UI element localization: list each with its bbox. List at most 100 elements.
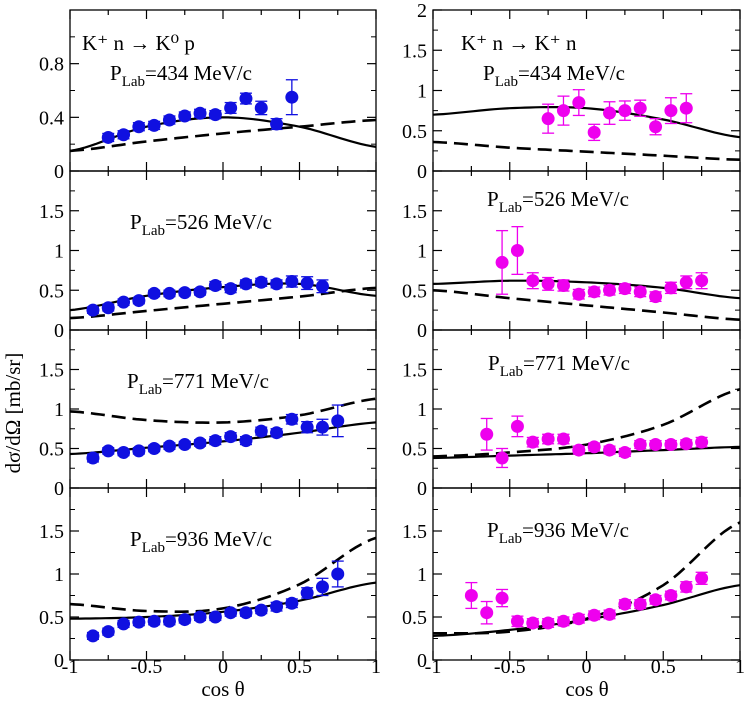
data-point	[300, 420, 314, 434]
y-tick-label: 0	[417, 161, 427, 183]
y-tick-label: 0.5	[402, 607, 427, 629]
data-point	[224, 606, 238, 620]
data-point	[193, 610, 207, 624]
plab-value: =434 MeV/c	[518, 61, 625, 85]
data-point	[480, 427, 494, 441]
solid-curve	[433, 106, 740, 139]
data-point	[510, 419, 524, 433]
data-point	[526, 435, 540, 449]
data-point	[664, 104, 678, 118]
data-point	[178, 613, 192, 627]
data-point	[239, 606, 253, 620]
plab-p: P	[130, 210, 142, 234]
plab-label: PLab=936 MeV/c	[487, 518, 629, 547]
plab-value: =434 MeV/c	[145, 61, 252, 85]
solid-curve	[70, 581, 376, 620]
y-tick-label: 1	[54, 564, 64, 586]
data-point	[495, 255, 509, 269]
y-tick-label: 0	[54, 650, 64, 672]
data-point	[315, 279, 329, 293]
data-point	[132, 120, 146, 134]
data-point	[147, 614, 161, 628]
data-point	[193, 436, 207, 450]
data-point	[331, 567, 345, 581]
dashed-curve	[433, 521, 740, 635]
y-tick-label: 1	[417, 241, 427, 263]
data-point	[147, 442, 161, 455]
data-point	[618, 282, 632, 296]
y-tick-label: 0	[54, 161, 64, 183]
data-point	[649, 593, 663, 607]
data-point	[587, 125, 601, 139]
plab-label: PLab=771 MeV/c	[488, 351, 630, 380]
data-point	[649, 120, 663, 134]
data-point	[572, 612, 586, 626]
plab-p: P	[110, 61, 122, 85]
data-point	[572, 96, 586, 110]
data-point	[495, 591, 509, 605]
data-point	[132, 294, 146, 308]
data-point	[556, 104, 570, 118]
y-tick-label: 1	[417, 564, 427, 586]
plab-p: P	[488, 351, 500, 375]
y-tick-label: 0	[54, 478, 64, 500]
x-tick-label: -0.5	[131, 656, 163, 678]
data-point	[239, 277, 253, 291]
x-axis-label-left: cos θ	[201, 677, 244, 701]
data-point	[556, 432, 570, 446]
plab-label: PLab=434 MeV/c	[110, 61, 252, 90]
y-tick-label: 0	[417, 320, 427, 342]
y-tick-label: 1.5	[39, 521, 64, 543]
data-point	[556, 278, 570, 292]
data-point	[117, 295, 131, 309]
y-tick-label: 1.5	[39, 360, 64, 382]
solid-curve	[433, 279, 740, 300]
data-point	[541, 432, 555, 446]
y-tick-label: 0.5	[402, 280, 427, 302]
y-tick-label: 1.5	[402, 201, 427, 223]
dashed-curve	[433, 388, 740, 458]
data-point	[679, 101, 693, 115]
data-point	[254, 275, 268, 289]
data-point	[541, 616, 555, 630]
y-tick-label: 1.5	[402, 40, 427, 62]
data-point	[86, 303, 100, 317]
data-point	[495, 451, 509, 465]
data-point	[86, 451, 100, 465]
data-point	[101, 130, 115, 144]
plab-label: PLab=936 MeV/c	[130, 527, 272, 556]
reaction-label: K⁺ n → K⁺ n	[461, 31, 577, 55]
data-point	[618, 597, 632, 611]
data-point	[86, 629, 100, 643]
plab-label: PLab=526 MeV/c	[130, 210, 272, 239]
data-point	[510, 244, 524, 257]
panel-0-2: 0 0.5 1 1.5 PLab=771 MeV/c	[39, 329, 377, 500]
data-point	[649, 290, 663, 304]
data-point	[315, 580, 329, 594]
data-point	[587, 608, 601, 622]
y-tick-label: 0.5	[39, 280, 64, 302]
plab-sub: Lab	[142, 540, 165, 556]
data-point	[270, 426, 284, 440]
data-point	[101, 625, 115, 639]
panel-frame	[69, 170, 377, 331]
data-point	[649, 438, 663, 452]
data-point	[695, 571, 709, 585]
data-point	[633, 285, 647, 299]
data-point	[254, 603, 268, 617]
plab-value: =771 MeV/c	[162, 369, 269, 393]
data-point	[480, 606, 494, 620]
dashed-curve	[70, 536, 376, 613]
y-tick-label: 1.5	[402, 360, 427, 382]
data-point	[147, 118, 161, 132]
data-point	[224, 282, 238, 296]
y-tick-label: 2	[417, 0, 427, 22]
data-point	[224, 101, 238, 115]
plab-p: P	[127, 369, 139, 393]
plab-value: =526 MeV/c	[522, 187, 629, 211]
data-point	[679, 437, 693, 451]
y-tick-label: 0.5	[39, 439, 64, 461]
data-point	[239, 434, 253, 448]
panel-1-2: 0 0.5 1 1.5 PLab=771 MeV/c	[402, 329, 741, 500]
